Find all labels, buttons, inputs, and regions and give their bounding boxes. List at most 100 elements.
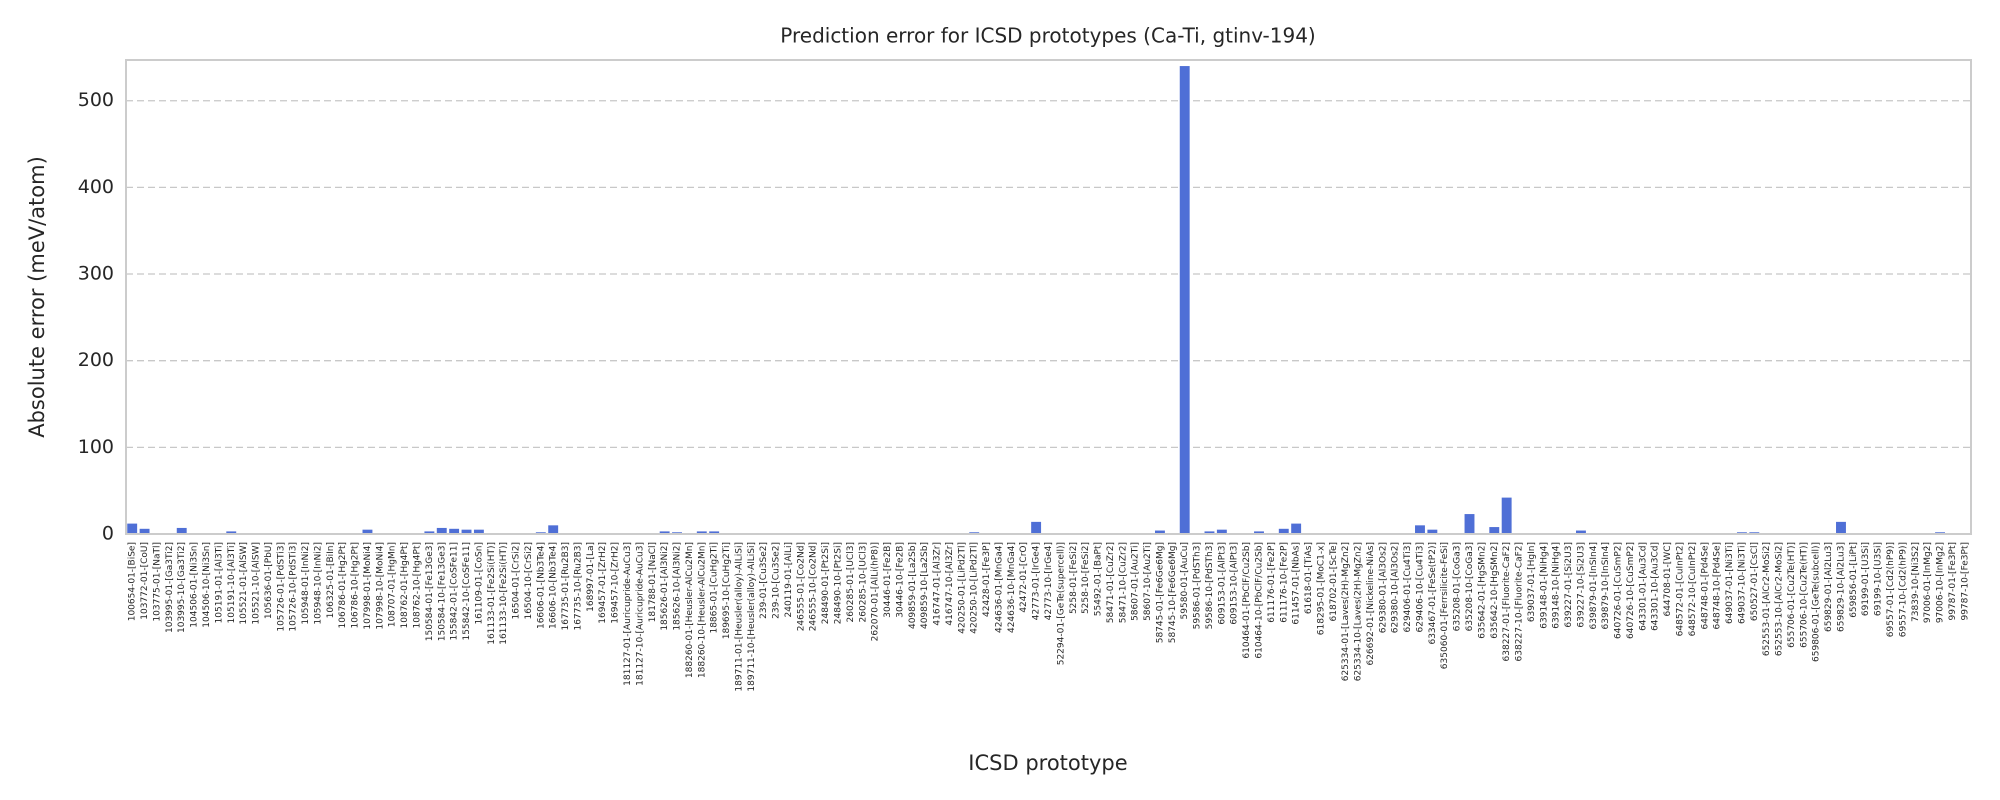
x-tick-label: 161109-01-[CoSn] [474,542,484,625]
x-tick-label: 55492-01-[BaPt] [1094,542,1104,616]
x-tick-label: 640726-10-[CuSmP2] [1626,542,1636,639]
x-tick-label: 649037-01-[Ni3Ti] [1725,542,1735,624]
bar [461,529,472,534]
bar [1501,497,1512,534]
x-tick-label: 659829-01-[Al2Lu3] [1824,542,1834,632]
x-tick-label: 635642-10-[HgSMn2] [1490,542,1500,639]
x-tick-label: 650527-01-[CsCl] [1750,542,1760,621]
x-tick-label: 420250-10-[LiPd2Tl] [970,542,980,634]
x-tick-label: 611457-01-[NbAs] [1292,542,1302,625]
x-tick-label: 643301-10-[Au3Cd] [1651,542,1661,631]
x-tick-label: 61618-01-[TiAs] [1304,542,1314,614]
x-tick-label: 103995-10-[Ga3Ti2] [177,542,187,633]
bar [362,529,373,534]
bar [1254,531,1264,534]
bar [127,523,138,534]
bar [1489,527,1500,534]
x-tick-label: 635642-01-[HgSMn2] [1477,542,1487,639]
x-tick-label: 655706-01-[Cu2Te(HT)] [1787,542,1797,648]
x-tick-label: 108762-01-[Hg4Pt] [400,542,410,629]
x-tick-label: 181127-01-[Auricupride-AuCu3] [623,542,633,686]
x-tick-label: 652553-10-[AlCr2-MoSi2] [1775,542,1785,656]
bar [424,531,435,534]
bar [1216,529,1227,534]
bar [1204,531,1215,534]
x-tick-label: 648748-01-[Pd4Se] [1700,542,1710,629]
x-tick-label: 639037-01-[HgIn] [1527,542,1537,622]
x-tick-label: 30446-01-[Fe2B] [883,542,893,618]
x-tick-label: 106786-01-[Hg2Pt] [338,542,348,629]
x-tick-label: 16504-10-[CrSi2] [524,542,534,620]
x-tick-label: 611176-01-[Fe2P] [1267,542,1277,623]
x-tick-label: 108762-10-[Hg4Pt] [412,542,422,629]
x-tick-label: 168997-01-[La] [586,542,596,612]
x-tick-label: 639879-10-[InSIn4] [1601,542,1611,629]
x-tick-label: 639227-01-[Si2U3] [1564,542,1574,628]
x-tick-label: 635208-01-[CoGa3] [1453,542,1463,631]
x-tick-label: 629380-01-[Al3Os2] [1378,542,1388,633]
x-tick-label: 161133-10-[Fe2Si(HT)] [499,542,509,645]
x-tick-label: 639148-10-[NiHg4] [1552,542,1562,629]
x-tick-label: 639227-10-[Si2U3] [1576,542,1586,628]
x-tick-label: 42773-01-[IrGe4] [1032,542,1042,620]
x-tick-label: 185626-10-[Al3Ni2] [673,542,683,631]
x-tick-label: 108707-01-[HgMn] [388,542,398,627]
x-tick-label: 626692-01-[Nickeline-NiAs] [1366,542,1376,666]
x-tick-label: 100654-01-[BiSe] [128,542,138,621]
x-tick-label: 105948-01-[InNi2] [301,542,311,625]
x-tick-label: 420250-01-[LiPd2Tl] [957,542,967,634]
x-tick-label: 648748-10-[Pd4Se] [1713,542,1723,629]
x-tick-label: 58607-10-[Au2Ti] [1143,542,1153,621]
x-tick-label: 59586-10-[PdSTh3] [1205,542,1215,629]
x-tick-label: 260285-10-[UCl3] [858,542,868,622]
x-tick-label: 618702-01-[ScTe] [1329,542,1339,622]
x-tick-label: 625334-10-[Laves(2H)-MgZn2] [1354,542,1364,681]
x-tick-label: 69557-10-[Cd2(hP9)] [1898,542,1908,637]
x-tick-label: 609153-10-[AlPt3] [1230,542,1240,625]
x-tick-label: 409859-01-[La2Sb] [908,542,918,629]
x-tick-label: 105726-10-[PdSTi3] [289,542,299,632]
x-tick-label: 105726-01-[PdSTi3] [276,542,286,632]
x-tick-label: 246555-10-[Co2Nd] [809,542,819,631]
x-tick-label: 69199-10-[U3Si] [1874,542,1884,616]
x-tick-label: 424636-01-[MnGa4] [994,542,1004,633]
x-tick-label: 16606-01-[Nb3Te4] [536,542,546,629]
x-tick-label: 638227-01-[Fluorite-CaF2] [1502,542,1512,661]
x-tick-label: 107998-01-[MoNi4] [363,542,373,630]
x-tick-label: 643301-01-[Au3Cd] [1638,542,1648,631]
bar [1154,530,1165,534]
bar [1179,66,1190,535]
bar [1031,521,1042,534]
x-tick-label: 659856-01-[LiPt] [1849,542,1859,618]
x-tick-label: 99787-10-[Fe3Pt] [1960,542,1970,621]
x-tick-label: 188260-10-[Heusler-AlCu2Mn] [697,542,707,678]
x-axis-label: ICSD prototype [968,751,1127,775]
x-tick-label: 640726-01-[CuSmP2] [1614,542,1624,639]
bar [548,525,559,534]
x-tick-label: 42428-01-[Fe3P] [982,542,992,617]
bar [449,528,460,534]
x-tick-label: 59580-01-[AuCu] [1180,542,1190,619]
y-tick-label: 200 [78,349,114,371]
bar [659,531,670,534]
x-tick-label: 416747-10-[Al3Zr] [945,542,955,626]
x-tick-label: 16504-01-[CrSi2] [512,542,522,620]
plot-frame [125,59,1972,535]
y-tick-label: 400 [78,176,114,198]
x-tick-label: 104506-01-[Ni3Sn] [190,542,200,628]
x-tick-label: 625334-01-[Laves(2H)-MgZn2] [1341,542,1351,681]
x-tick-label: 58607-01-[Au2Ti] [1131,542,1141,621]
x-tick-label: 5258-10-[FeSi2] [1081,542,1091,614]
x-tick-label: 167735-10-[Ru2B3] [573,542,583,631]
x-tick-label: 185626-01-[Al3Ni2] [660,542,670,631]
x-tick-label: 58471-01-[CuZr2] [1106,542,1116,623]
x-tick-label: 248490-01-[Pt2Si] [821,542,831,624]
x-tick-label: 648572-01-[CuInPt2] [1676,542,1686,636]
x-tick-label: 424636-10-[MnGa4] [1007,542,1017,633]
y-tick-label: 0 [102,523,114,545]
x-tick-label: 240119-01-[AlLi] [784,542,794,618]
x-tick-label: 246555-01-[Co2Nd] [796,542,806,631]
x-tick-label: 105191-01-[Al3Ti] [214,542,224,623]
x-tick-label: 629380-10-[Al3Os2] [1391,542,1401,633]
